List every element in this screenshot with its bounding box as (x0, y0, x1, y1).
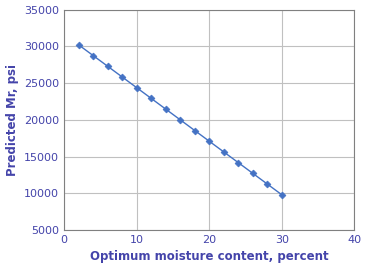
X-axis label: Optimum moisture content, percent: Optimum moisture content, percent (90, 250, 328, 263)
Y-axis label: Predicted Mr, psi: Predicted Mr, psi (6, 64, 19, 176)
